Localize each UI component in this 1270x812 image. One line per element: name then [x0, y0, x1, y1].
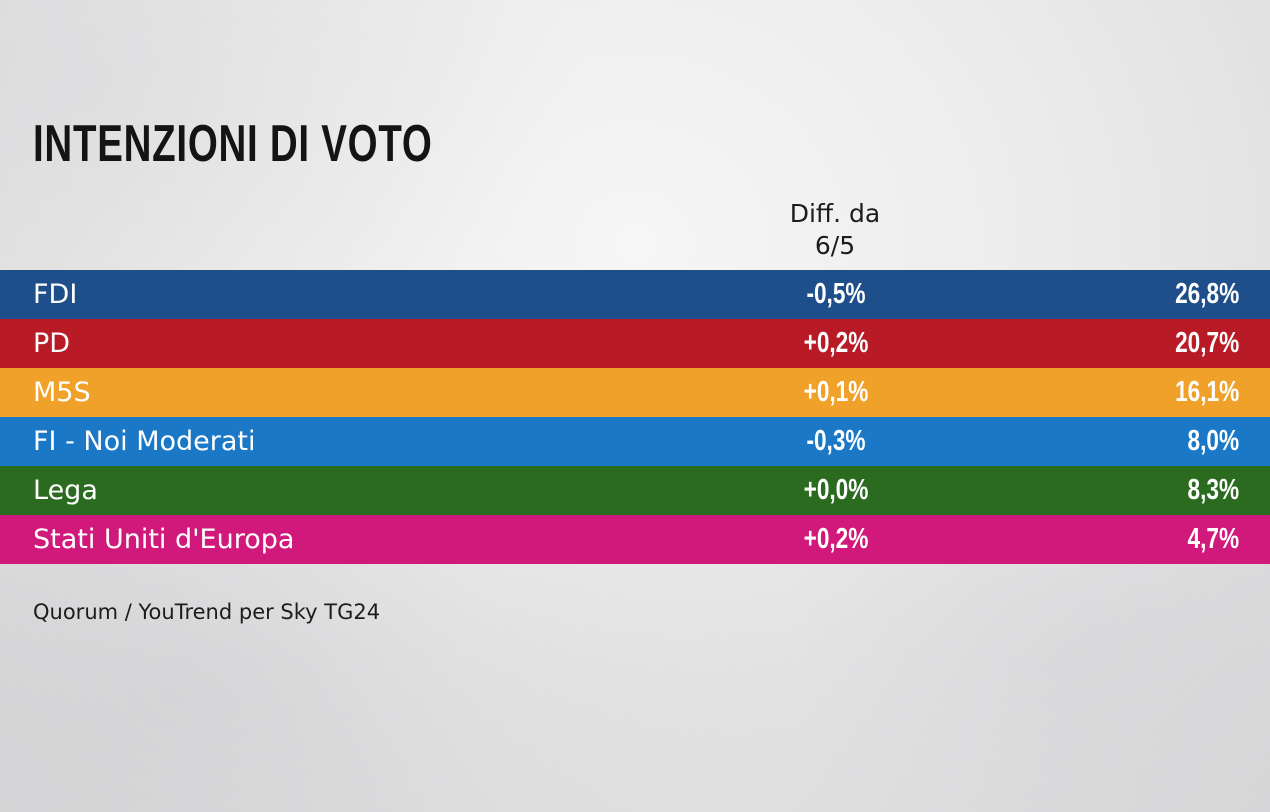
- party-name: Stati Uniti d'Europa: [33, 524, 295, 555]
- diff-value: +0,2%: [803, 327, 869, 359]
- diff-header-line-2: 6/5: [814, 231, 856, 260]
- vote-percentage: 26,8%: [1174, 278, 1239, 310]
- diff-value: -0,5%: [806, 278, 866, 310]
- vote-percentage: 16,1%: [1174, 376, 1239, 408]
- diff-header-line-1: Diff. da: [789, 199, 881, 228]
- table-row: Lega +0,0% 8,3%: [0, 466, 1270, 515]
- diff-column-header: Diff. da 6/5: [760, 198, 910, 262]
- party-name: M5S: [33, 377, 91, 408]
- table-row: Stati Uniti d'Europa +0,2% 4,7%: [0, 515, 1270, 564]
- table-row: PD +0,2% 20,7%: [0, 319, 1270, 368]
- page-title: INTENZIONI DI VOTO: [33, 115, 433, 173]
- vote-percentage: 8,3%: [1187, 474, 1239, 506]
- table-row: FDI -0,5% 26,8%: [0, 270, 1270, 319]
- diff-value: -0,3%: [806, 425, 866, 457]
- party-name: FDI: [33, 279, 78, 310]
- table-row: FI - Noi Moderati -0,3% 8,0%: [0, 417, 1270, 466]
- source-caption: Quorum / YouTrend per Sky TG24: [33, 600, 381, 624]
- diff-value: +0,1%: [803, 376, 869, 408]
- party-name: Lega: [33, 475, 98, 506]
- party-name: FI - Noi Moderati: [33, 426, 256, 457]
- table-row: M5S +0,1% 16,1%: [0, 368, 1270, 417]
- vote-percentage: 8,0%: [1187, 425, 1239, 457]
- party-name: PD: [33, 328, 71, 359]
- results-table: FDI -0,5% 26,8% PD +0,2% 20,7% M5S +0,1% 16,1% FI…: [0, 270, 1270, 564]
- vote-percentage: 20,7%: [1174, 327, 1239, 359]
- diff-value: +0,2%: [803, 523, 869, 555]
- vote-percentage: 4,7%: [1187, 523, 1239, 555]
- diff-value: +0,0%: [803, 474, 869, 506]
